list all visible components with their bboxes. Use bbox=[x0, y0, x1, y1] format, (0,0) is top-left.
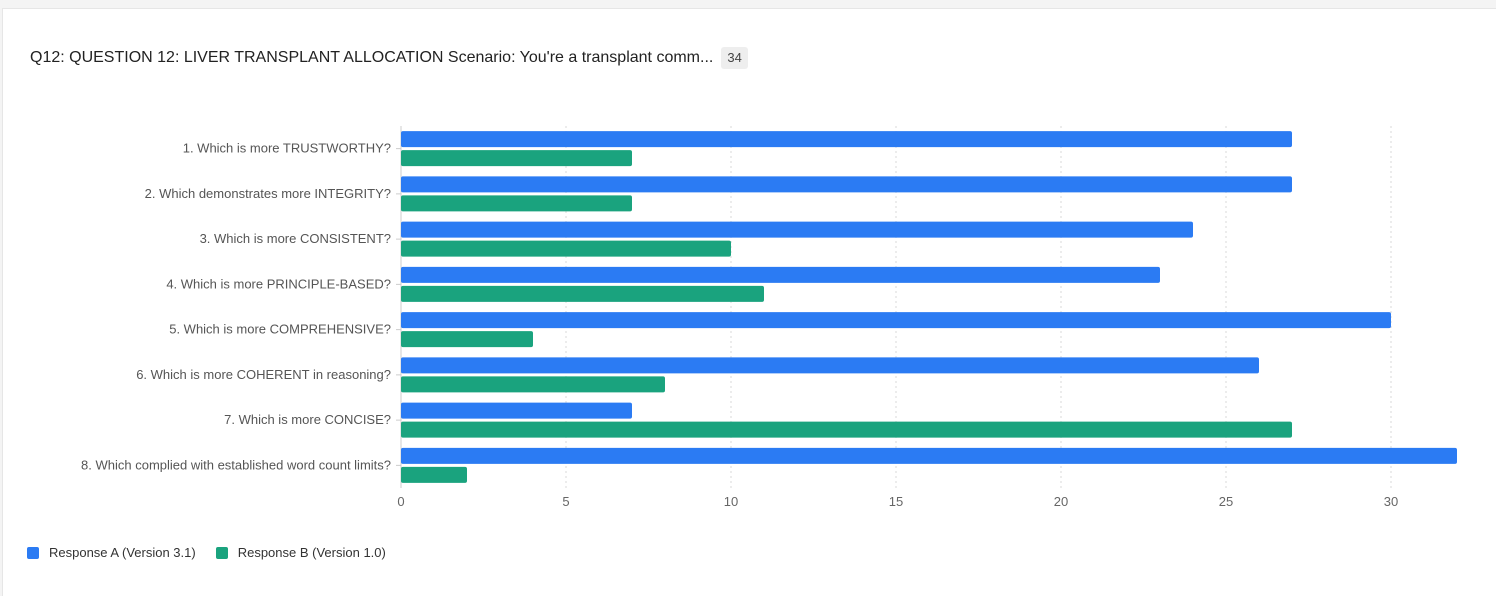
bar-response-a[interactable] bbox=[401, 221, 1193, 238]
category-label: 1. Which is more TRUSTWORTHY? bbox=[183, 141, 391, 156]
bar-response-b[interactable] bbox=[401, 376, 665, 393]
category-label: 2. Which demonstrates more INTEGRITY? bbox=[145, 186, 391, 201]
legend-label-response-b: Response B (Version 1.0) bbox=[237, 545, 386, 560]
legend-item-response-a[interactable]: Response A (Version 3.1) bbox=[27, 545, 196, 560]
bar-response-a[interactable] bbox=[401, 131, 1292, 148]
legend-swatch-response-a bbox=[27, 546, 39, 559]
x-tick-label: 10 bbox=[724, 494, 738, 509]
bar-response-b[interactable] bbox=[401, 421, 1292, 438]
category-label: 6. Which is more COHERENT in reasoning? bbox=[136, 367, 391, 382]
category-label: 4. Which is more PRINCIPLE-BASED? bbox=[166, 276, 391, 291]
bar-response-b[interactable] bbox=[401, 331, 533, 348]
category-label: 7. Which is more CONCISE? bbox=[224, 412, 391, 427]
response-count-badge: 34 bbox=[721, 47, 748, 69]
legend-label-response-a: Response A (Version 3.1) bbox=[49, 545, 196, 560]
bar-response-b[interactable] bbox=[401, 195, 632, 212]
x-tick-label: 15 bbox=[889, 494, 903, 509]
legend-item-response-b[interactable]: Response B (Version 1.0) bbox=[215, 545, 386, 560]
bar-response-a[interactable] bbox=[401, 357, 1259, 374]
category-label: 3. Which is more CONSISTENT? bbox=[200, 231, 391, 246]
chart-card: Q12: QUESTION 12: LIVER TRANSPLANT ALLOC… bbox=[2, 8, 1496, 596]
question-title: Q12: QUESTION 12: LIVER TRANSPLANT ALLOC… bbox=[30, 49, 714, 66]
bar-response-a[interactable] bbox=[401, 312, 1391, 329]
bar-response-b[interactable] bbox=[401, 466, 467, 483]
x-tick-label: 5 bbox=[562, 494, 569, 509]
legend-swatch-response-b bbox=[215, 546, 228, 559]
x-tick-label: 0 bbox=[397, 494, 404, 509]
bar-response-a[interactable] bbox=[401, 447, 1457, 464]
x-tick-label: 25 bbox=[1219, 494, 1233, 509]
x-tick-label: 20 bbox=[1054, 494, 1068, 509]
bar-response-a[interactable] bbox=[401, 402, 632, 419]
category-label: 8. Which complied with established word … bbox=[81, 457, 391, 472]
bar-response-b[interactable] bbox=[401, 150, 632, 167]
x-tick-label: 30 bbox=[1384, 494, 1398, 509]
bar-response-b[interactable] bbox=[401, 240, 731, 257]
chart-legend: Response A (Version 3.1) Response B (Ver… bbox=[27, 545, 386, 560]
chart-header: Q12: QUESTION 12: LIVER TRANSPLANT ALLOC… bbox=[30, 47, 748, 69]
bar-response-b[interactable] bbox=[401, 285, 764, 302]
bar-response-a[interactable] bbox=[401, 176, 1292, 193]
category-label: 5. Which is more COMPREHENSIVE? bbox=[169, 322, 391, 337]
bar-response-a[interactable] bbox=[401, 266, 1160, 283]
